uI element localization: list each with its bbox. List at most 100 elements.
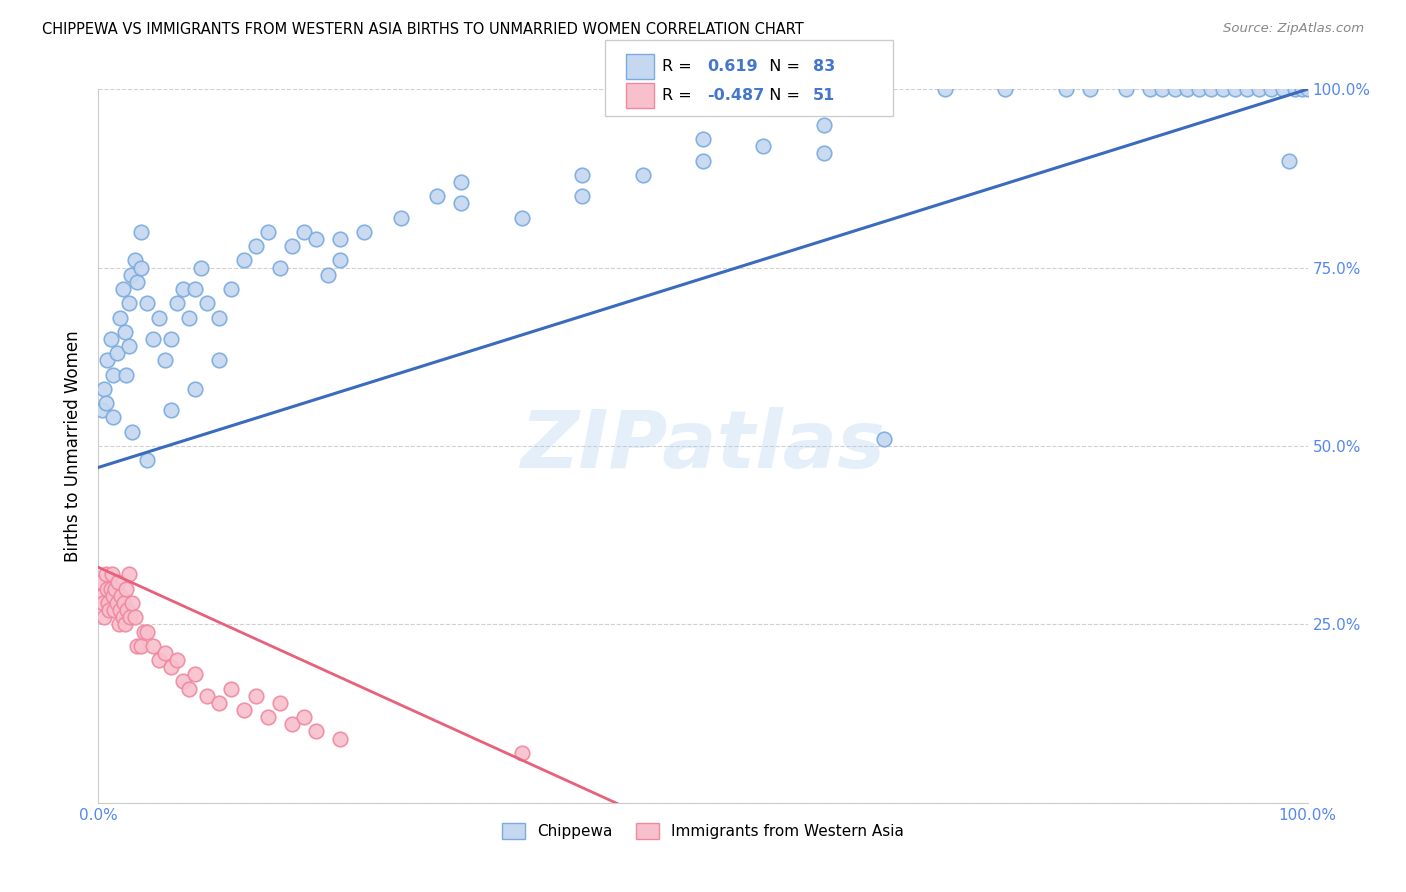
Point — [208, 696, 231, 710]
Point — [108, 603, 131, 617]
Point — [245, 689, 267, 703]
Point — [101, 368, 124, 382]
Point — [292, 225, 315, 239]
Point — [93, 610, 115, 624]
Text: N =: N = — [759, 88, 806, 103]
Point — [101, 410, 124, 425]
Point — [1249, 82, 1271, 96]
Point — [1296, 82, 1319, 96]
Point — [184, 382, 207, 396]
Point — [91, 589, 114, 603]
Point — [1188, 82, 1211, 96]
Point — [813, 118, 835, 132]
Point — [108, 617, 131, 632]
Point — [129, 225, 152, 239]
Point — [101, 589, 124, 603]
Point — [172, 674, 194, 689]
Point — [160, 332, 183, 346]
Point — [329, 232, 352, 246]
Text: N =: N = — [759, 59, 806, 74]
Point — [329, 253, 352, 268]
Point — [692, 153, 714, 168]
Point — [111, 282, 134, 296]
Point — [692, 132, 714, 146]
Text: -0.487: -0.487 — [707, 88, 765, 103]
Point — [105, 346, 128, 360]
Point — [329, 731, 352, 746]
Legend: Chippewa, Immigrants from Western Asia: Chippewa, Immigrants from Western Asia — [496, 817, 910, 845]
Text: 51: 51 — [813, 88, 835, 103]
Point — [450, 175, 472, 189]
Point — [104, 582, 127, 596]
Point — [305, 724, 328, 739]
Point — [142, 332, 165, 346]
Point — [97, 596, 120, 610]
Point — [195, 689, 218, 703]
Point — [121, 596, 143, 610]
Point — [1115, 82, 1137, 96]
Point — [90, 574, 112, 589]
Point — [115, 368, 138, 382]
Point — [269, 696, 291, 710]
Point — [269, 260, 291, 275]
Point — [450, 196, 472, 211]
Point — [232, 703, 254, 717]
Point — [1272, 82, 1295, 96]
Point — [179, 310, 201, 325]
Point — [93, 382, 115, 396]
Point — [172, 282, 194, 296]
Point — [111, 610, 134, 624]
Point — [142, 639, 165, 653]
Point — [100, 582, 122, 596]
Point — [91, 596, 114, 610]
Point — [510, 746, 533, 760]
Point — [94, 396, 117, 410]
Point — [148, 310, 170, 325]
Point — [208, 353, 231, 368]
Point — [934, 82, 956, 96]
Point — [190, 260, 212, 275]
Point — [1236, 82, 1258, 96]
Point — [135, 296, 157, 310]
Point — [103, 603, 125, 617]
Point — [1278, 153, 1301, 168]
Point — [179, 681, 201, 696]
Text: Source: ZipAtlas.com: Source: ZipAtlas.com — [1223, 22, 1364, 36]
Point — [1163, 82, 1185, 96]
Point — [118, 339, 141, 353]
Point — [281, 239, 304, 253]
Point — [873, 432, 896, 446]
Point — [107, 574, 129, 589]
Point — [245, 239, 267, 253]
Point — [153, 646, 176, 660]
Point — [160, 660, 183, 674]
Point — [108, 310, 131, 325]
Point — [292, 710, 315, 724]
Point — [510, 211, 533, 225]
Point — [1054, 82, 1077, 96]
Point — [316, 268, 339, 282]
Point — [1223, 82, 1246, 96]
Point — [571, 189, 593, 203]
Point — [94, 567, 117, 582]
Point — [91, 403, 114, 417]
Point — [631, 168, 654, 182]
Point — [127, 275, 149, 289]
Point — [160, 403, 183, 417]
Point — [1260, 82, 1282, 96]
Point — [114, 617, 136, 632]
Point — [1284, 82, 1306, 96]
Point — [124, 610, 146, 624]
Point — [389, 211, 412, 225]
Point — [184, 667, 207, 681]
Point — [115, 582, 138, 596]
Point — [353, 225, 375, 239]
Point — [105, 596, 128, 610]
Point — [305, 232, 328, 246]
Text: ZIPatlas: ZIPatlas — [520, 407, 886, 485]
Point — [118, 610, 141, 624]
Point — [135, 453, 157, 467]
Point — [426, 189, 449, 203]
Text: CHIPPEWA VS IMMIGRANTS FROM WESTERN ASIA BIRTHS TO UNMARRIED WOMEN CORRELATION C: CHIPPEWA VS IMMIGRANTS FROM WESTERN ASIA… — [42, 22, 804, 37]
Point — [129, 260, 152, 275]
